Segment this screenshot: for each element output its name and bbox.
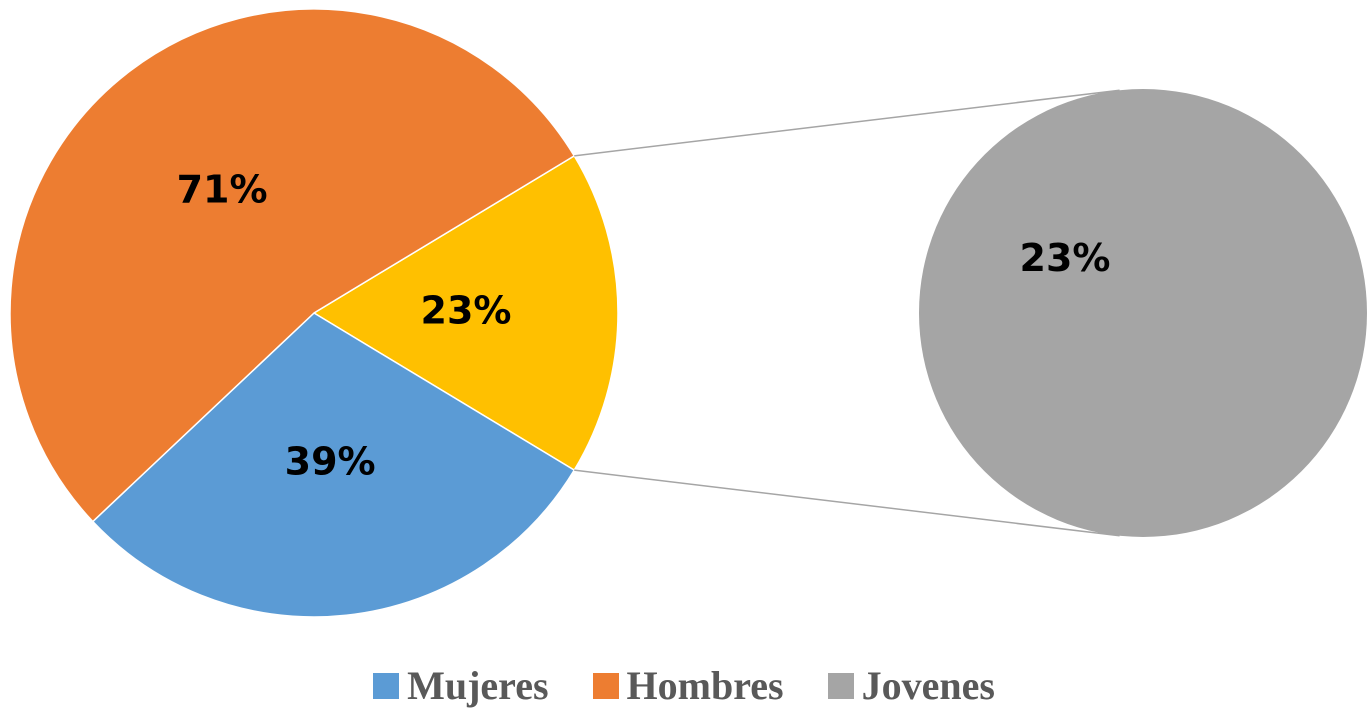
legend-swatch [827,672,854,699]
data-label: 71% [177,167,268,211]
legend-label: Hombres [626,663,784,708]
pie-slice [312,154,619,472]
pie-slice [91,312,576,618]
connector-line [574,469,1120,537]
pie-slice [9,8,576,523]
connector-line [574,89,1120,157]
data-label: 23% [1020,236,1111,280]
legend-item: Mujeres [373,662,549,709]
legend: Mujeres Hombres Jovenes [0,662,1368,709]
data-label: 39% [285,440,376,484]
legend-swatch [592,672,619,699]
legend-swatch [373,672,400,699]
data-label: 23% [421,289,512,333]
legend-label: Jovenes [861,663,995,708]
legend-label: Mujeres [407,663,549,708]
chart: 23% 39% 71% 23% [9,8,1367,618]
pie-slice [919,89,1367,537]
legend-item: Hombres [592,662,784,709]
legend-item: Jovenes [827,662,995,709]
